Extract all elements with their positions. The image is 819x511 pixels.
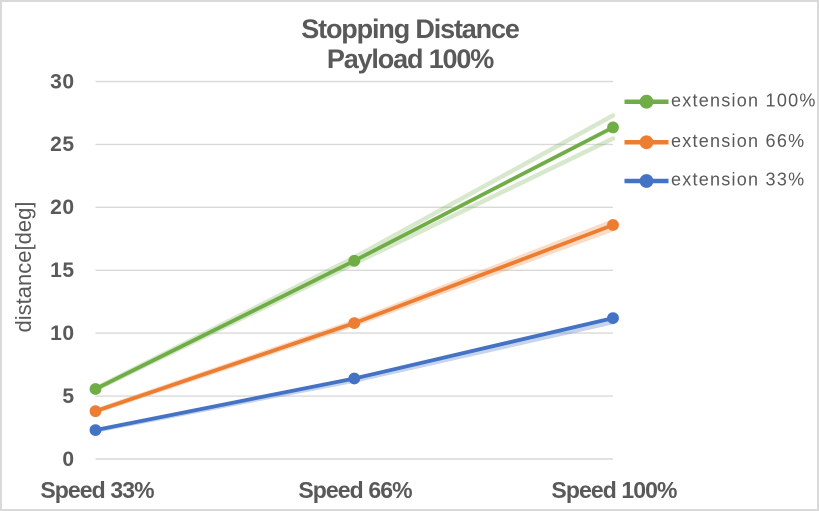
svg-text:5: 5 (62, 385, 74, 408)
svg-text:extension 100%: extension 100% (671, 90, 817, 110)
svg-text:distance[deg]: distance[deg] (11, 202, 36, 333)
svg-text:Speed 66%: Speed 66% (298, 477, 412, 503)
svg-text:15: 15 (50, 259, 74, 282)
svg-text:20: 20 (50, 196, 74, 219)
svg-text:10: 10 (50, 322, 74, 345)
svg-text:Speed 100%: Speed 100% (551, 477, 677, 503)
svg-text:extension 33%: extension 33% (671, 170, 805, 190)
svg-text:25: 25 (50, 133, 74, 156)
svg-text:Speed 33%: Speed 33% (40, 477, 154, 503)
svg-text:extension 66%: extension 66% (671, 131, 805, 151)
svg-text:30: 30 (50, 70, 74, 93)
svg-text:Stopping Distance: Stopping Distance (301, 14, 520, 44)
svg-text:Payload 100%: Payload 100% (327, 44, 494, 74)
svg-text:0: 0 (62, 448, 74, 471)
